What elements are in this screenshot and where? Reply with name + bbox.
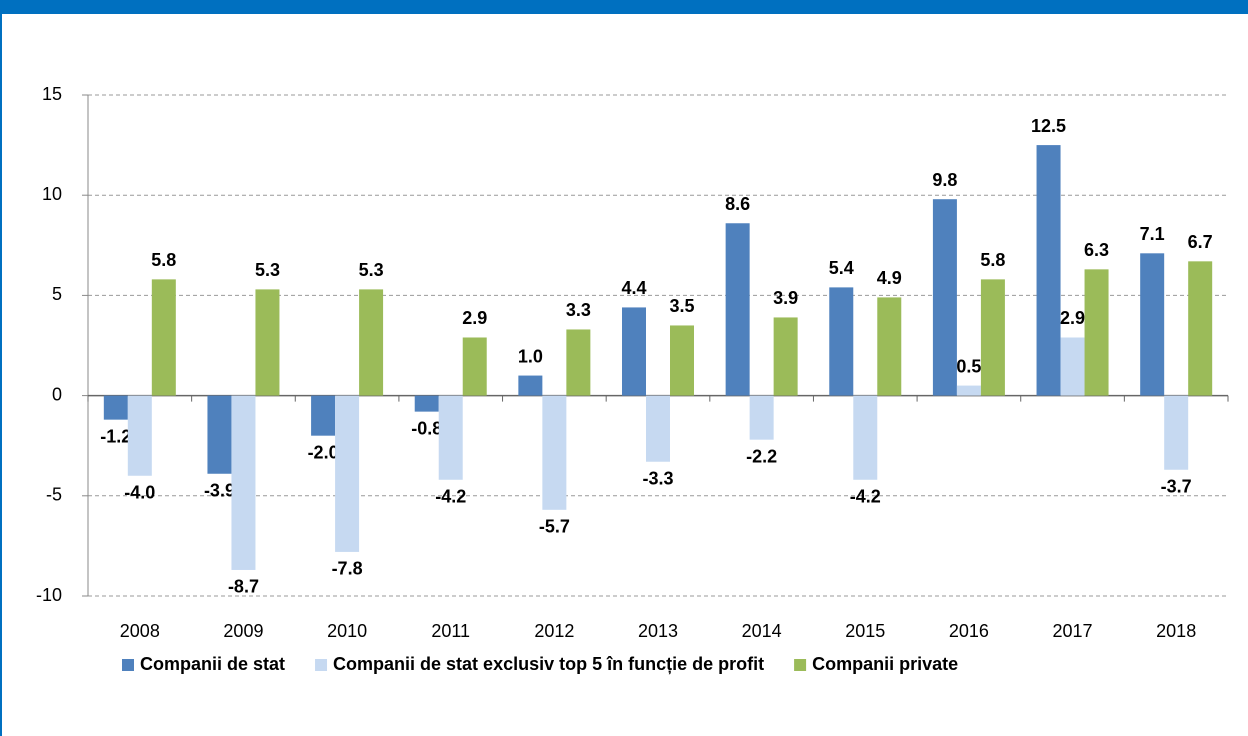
y-tick-label: -10 (36, 585, 62, 605)
bar (773, 317, 798, 396)
bar (335, 395, 360, 552)
data-label: 0.5 (956, 356, 981, 376)
bar (646, 395, 670, 462)
data-label: 5.3 (255, 260, 280, 280)
bar (518, 375, 543, 396)
data-label: 2.9 (1060, 308, 1085, 328)
bar (542, 395, 567, 510)
bar (438, 395, 463, 480)
data-label: 3.9 (773, 288, 798, 308)
x-tick-label: 2016 (949, 621, 989, 641)
bar (1140, 253, 1165, 396)
data-label: -4.2 (850, 487, 881, 507)
y-tick-label: 0 (52, 384, 62, 404)
x-tick-label: 2011 (431, 621, 470, 641)
legend-label: Companii private (812, 654, 958, 674)
bar (414, 395, 439, 412)
data-label: -2.0 (308, 442, 339, 462)
bar (932, 199, 957, 396)
data-label: 12.5 (1031, 116, 1066, 136)
bar (725, 223, 750, 396)
x-tick-label: 2010 (327, 621, 367, 641)
data-label: 5.8 (151, 250, 176, 270)
x-tick-label: 2017 (1053, 621, 1093, 641)
data-label: 3.5 (669, 296, 694, 316)
data-label: 6.7 (1188, 232, 1213, 252)
data-label: 5.8 (980, 250, 1005, 270)
data-label: 3.3 (566, 300, 591, 320)
data-label: 5.3 (359, 260, 384, 280)
data-label: -0.8 (411, 418, 442, 438)
bar (231, 395, 256, 570)
bar (980, 279, 1005, 396)
data-label: -1.2 (100, 426, 131, 446)
bar (956, 385, 981, 396)
left-border (0, 0, 2, 736)
bar (462, 337, 487, 396)
bar (877, 297, 902, 396)
data-label: -5.7 (539, 517, 570, 537)
bar (749, 395, 774, 440)
legend-label: Companii de stat exclusiv top 5 în funcț… (333, 654, 764, 674)
bar (151, 279, 176, 396)
x-tick-label: 2015 (845, 621, 885, 641)
bar (1060, 337, 1085, 396)
data-label: 5.4 (829, 258, 854, 278)
data-label: 2.9 (462, 308, 487, 328)
data-label: -3.3 (642, 468, 673, 488)
bar (255, 289, 280, 396)
data-label: -4.0 (124, 483, 155, 503)
y-tick-label: 5 (52, 284, 62, 304)
bar (566, 329, 591, 396)
data-label: 7.1 (1140, 224, 1165, 244)
y-tick-label: 10 (42, 184, 62, 204)
y-tick-label: 15 (42, 84, 62, 104)
data-label: 6.3 (1084, 240, 1109, 260)
bar (1164, 395, 1189, 470)
bar (622, 307, 646, 396)
x-tick-label: 2014 (742, 621, 782, 641)
data-label: -7.8 (332, 559, 363, 579)
legend-swatch (794, 659, 807, 671)
data-label: -2.2 (746, 446, 777, 466)
x-tick-label: 2009 (223, 621, 263, 641)
data-label: 9.8 (932, 170, 957, 190)
data-label: 1.0 (518, 346, 543, 366)
bar (670, 325, 694, 396)
x-tick-label: 2013 (638, 621, 678, 641)
legend-swatch (122, 659, 134, 671)
x-tick-label: 2018 (1156, 621, 1196, 641)
bar (311, 395, 336, 436)
header-bar (0, 0, 1248, 14)
y-tick-label: -5 (46, 485, 62, 505)
data-label: 8.6 (725, 194, 750, 214)
bar (127, 395, 152, 476)
bar (207, 395, 232, 474)
bar (1084, 269, 1109, 396)
data-label: -8.7 (228, 577, 259, 597)
bar (1036, 145, 1061, 396)
legend-label: Companii de stat (140, 654, 285, 674)
data-label: 4.9 (877, 268, 902, 288)
bar (103, 395, 128, 420)
data-label: -3.9 (204, 481, 235, 501)
bar (1188, 261, 1213, 396)
bar (359, 289, 384, 396)
legend-swatch (315, 659, 328, 671)
bar (829, 287, 854, 396)
x-tick-label: 2008 (120, 621, 160, 641)
data-label: -4.2 (435, 487, 466, 507)
bar (853, 395, 878, 480)
data-label: -3.7 (1161, 476, 1192, 496)
data-label: 4.4 (621, 278, 646, 298)
x-tick-label: 2012 (534, 621, 574, 641)
